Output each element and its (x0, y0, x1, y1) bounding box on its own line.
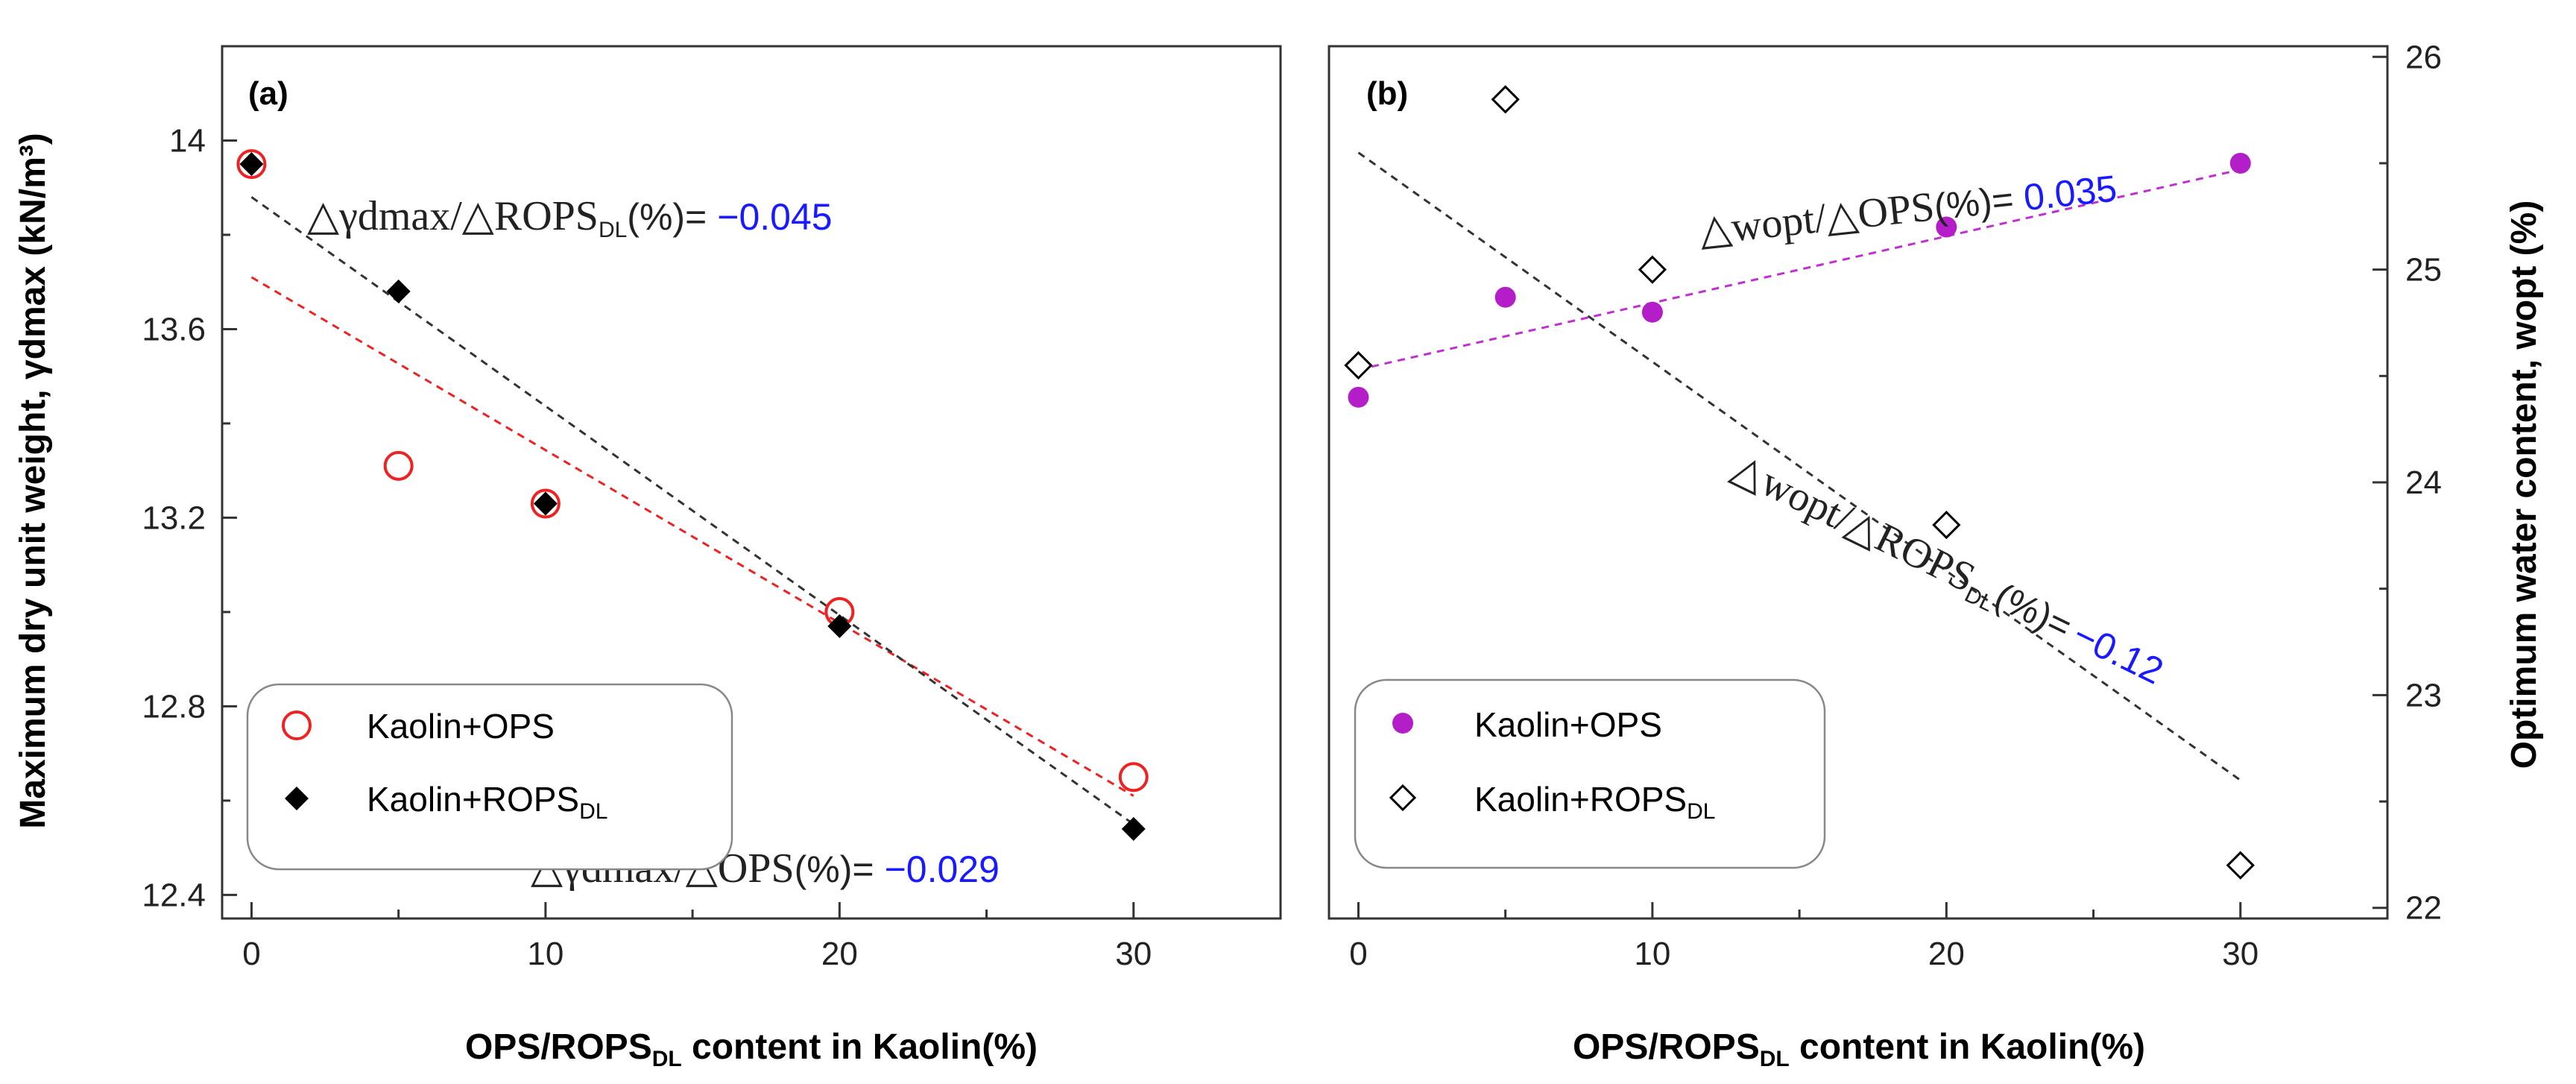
panel-a-xlabel-tail: content in Kaolin(%) (682, 1027, 1038, 1067)
panel-b-ylabel: Optimum water content, wopt (%) (2504, 201, 2544, 769)
legend-filled-circle-marker (1392, 713, 1413, 734)
legend-label-kaolin-rops: Kaolin+ROPSDL (1474, 780, 1715, 824)
data-point-kaolin-ops (1936, 216, 1957, 238)
x-tick-label: 30 (2222, 936, 2258, 972)
x-tick-label: 10 (1634, 936, 1670, 972)
data-point-kaolin-rops (533, 491, 558, 516)
x-tick-label: 10 (527, 936, 564, 972)
annotation-wopt-rops-value: −0.12 (2067, 614, 2170, 693)
data-point-kaolin-rops (239, 152, 264, 177)
data-point-kaolin-ops (1348, 386, 1369, 408)
y-tick-label: 22 (2405, 890, 2442, 927)
data-point-kaolin-rops (386, 279, 411, 303)
data-point-kaolin-ops (1641, 301, 1663, 323)
y-tick-label: 14 (169, 122, 206, 159)
x-tick-label: 30 (1115, 936, 1152, 972)
annotation-wopt-rops-mid: (%)= (1989, 575, 2079, 647)
legend-filled-diamond-marker (285, 787, 309, 810)
y-tick-label: 24 (2405, 464, 2442, 501)
annotation-rops-mid: (%)= (627, 196, 707, 238)
panel-b-xlabel-main: OPS/ROPS (1573, 1027, 1760, 1067)
annotation-rops-value: −0.045 (717, 196, 832, 238)
panel-b-xlabel-tail: content in Kaolin(%) (1790, 1027, 2145, 1067)
y-tick-label: 25 (2405, 252, 2442, 289)
data-point-kaolin-ops (2229, 152, 2251, 174)
panel-b-annotation-ops: △wopt/△OPS(%)= 0.035 (1697, 164, 2119, 253)
x-tick-label: 20 (1928, 936, 1965, 972)
data-point-kaolin-rops (1121, 816, 1146, 841)
panel-b-xlabel: OPS/ROPSDL content in Kaolin(%) (1573, 1027, 2145, 1071)
y-tick-label: 13.6 (142, 311, 206, 347)
legend-label-kaolin-rops-sub: DL (579, 799, 607, 824)
legend-box (246, 683, 733, 871)
panel-a-frame (221, 45, 1282, 920)
legend-open-circle-marker (282, 710, 312, 740)
data-point-kaolin-ops (236, 149, 267, 180)
y-tick-label: 13.2 (142, 500, 206, 536)
panel-a-label: (a) (248, 75, 288, 112)
data-point-kaolin-ops (383, 450, 414, 481)
panel-a-annotation-rops: △γdmax/△ROPSDL(%)= −0.045 (307, 193, 833, 242)
legend-box (1354, 678, 1826, 869)
legend-open-diamond-marker (1389, 784, 1417, 812)
y-tick-label: 12.8 (142, 688, 206, 725)
x-tick-label: 20 (821, 936, 858, 972)
y-tick-label: 23 (2405, 677, 2442, 713)
legend-label-kaolin-rops-sub: DL (1687, 799, 1715, 824)
panel-b-xlabel-sub: DL (1760, 1047, 1790, 1071)
data-point-kaolin-ops (530, 488, 561, 519)
data-point-kaolin-rops (2226, 851, 2255, 880)
panel-b-legend: Kaolin+OPS Kaolin+ROPSDL (1354, 678, 1826, 869)
data-point-kaolin-rops (1932, 510, 1961, 540)
legend-label-kaolin-rops-main: Kaolin+ROPS (1474, 780, 1687, 819)
annotation-wopt-ops-lhs: △wopt/△OPS (1697, 183, 1936, 254)
annotation-rops-lhs: △γdmax/△ROPS (307, 193, 599, 239)
trend-line-ops (250, 276, 1134, 797)
panel-a-legend: Kaolin+OPS Kaolin+ROPSDL (246, 683, 733, 871)
panel-a: 12.4 12.8 13.2 13.6 14 0 10 20 30 (a) △γdmax/△R… (13, 45, 1282, 1071)
x-tick-label: 0 (242, 936, 260, 972)
legend-label-kaolin-ops: Kaolin+OPS (1474, 705, 1662, 744)
annotation-wopt-ops-mid: (%)= (1932, 178, 2015, 228)
y-tick-label: 12.4 (142, 877, 206, 913)
panel-a-ylabel: Maximum dry unit weight, γdmax (kN/m³) (13, 133, 53, 828)
data-point-kaolin-rops (827, 614, 852, 638)
panel-b-label: (b) (1366, 75, 1408, 112)
data-point-kaolin-rops (1491, 85, 1520, 114)
y-tick-label: 26 (2405, 39, 2442, 75)
annotation-ops-mid: (%)= (795, 848, 874, 890)
legend-label-kaolin-rops: Kaolin+ROPSDL (367, 780, 607, 824)
annotation-rops-sub: DL (599, 218, 627, 242)
data-point-kaolin-ops (1118, 762, 1149, 792)
data-point-kaolin-ops (1494, 286, 1516, 308)
legend-label-kaolin-ops: Kaolin+OPS (367, 707, 555, 746)
annotation-ops-value: −0.029 (885, 848, 1000, 890)
data-point-kaolin-rops (1638, 255, 1667, 284)
panel-a-xlabel: OPS/ROPSDL content in Kaolin(%) (465, 1027, 1038, 1071)
legend-label-kaolin-rops-main: Kaolin+ROPS (367, 780, 579, 819)
panel-a-xlabel-sub: DL (652, 1047, 682, 1071)
trend-line-rops (1357, 151, 2241, 781)
panel-b-annotation-rops: △wopt/△ROPSDL(%)=−0.12 (1724, 444, 2171, 696)
data-point-kaolin-rops (1344, 350, 1373, 380)
panel-a-xlabel-main: OPS/ROPS (465, 1027, 652, 1067)
annotation-wopt-ops-value: 0.035 (2021, 167, 2118, 218)
x-tick-label: 0 (1349, 936, 1367, 972)
trend-line-ops (1358, 168, 2241, 371)
